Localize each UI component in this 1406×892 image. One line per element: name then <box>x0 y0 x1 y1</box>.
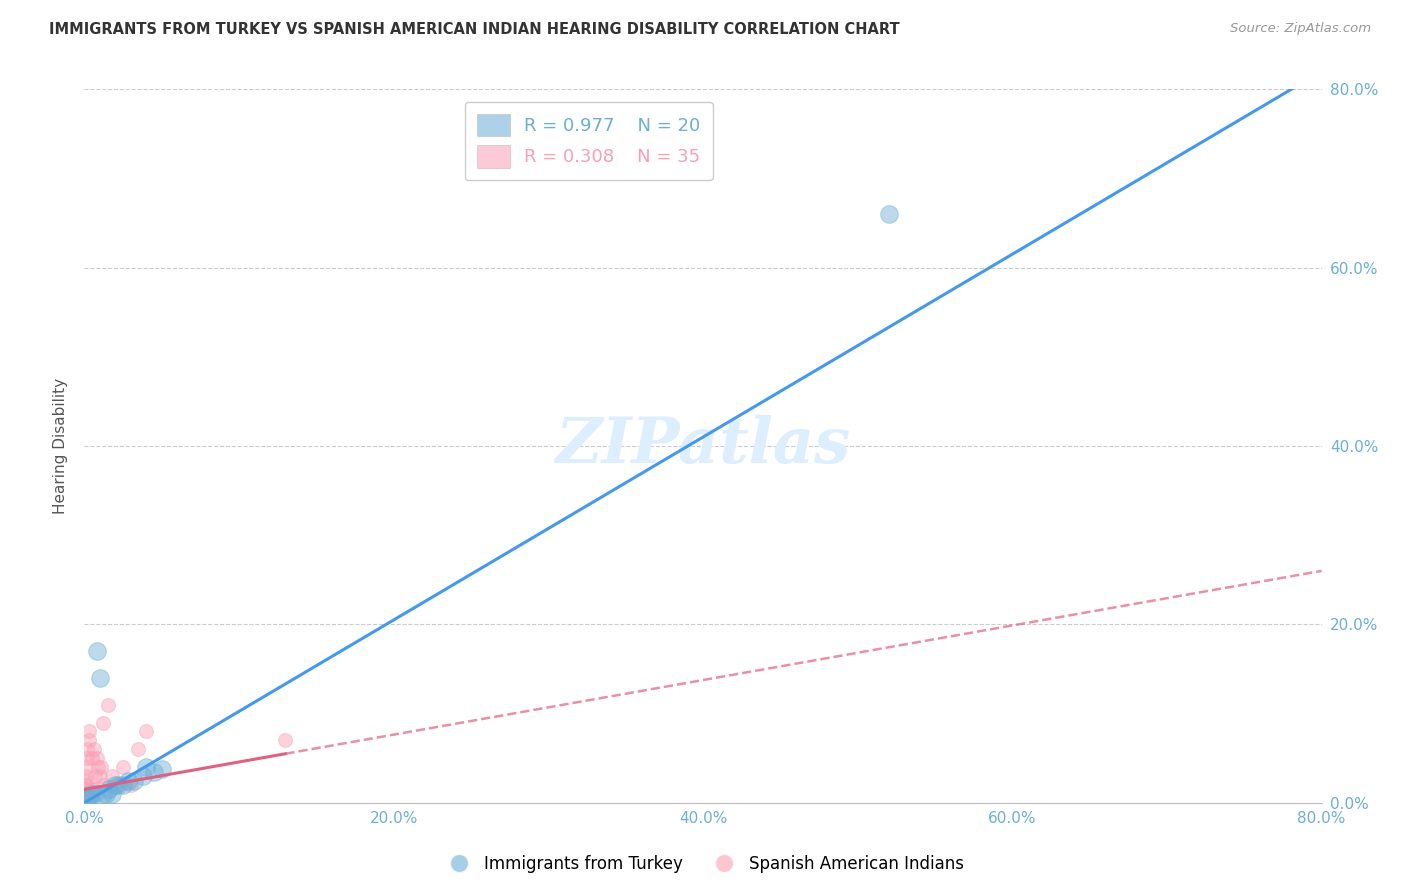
Point <box>77 733 100 747</box>
Point <box>90 760 112 774</box>
Point <box>274 733 297 747</box>
Point <box>107 778 129 792</box>
Point <box>117 773 139 788</box>
Point <box>132 769 155 783</box>
Point <box>75 773 97 788</box>
Point <box>89 671 111 685</box>
Point <box>89 769 111 783</box>
Point <box>75 787 97 801</box>
Point <box>76 751 98 765</box>
Point <box>91 715 114 730</box>
Point <box>82 787 104 801</box>
Point <box>104 778 127 792</box>
Point <box>79 782 101 797</box>
Point <box>84 787 107 801</box>
Point <box>93 778 115 792</box>
Point <box>82 787 104 801</box>
Point <box>83 782 105 797</box>
Point <box>120 778 142 792</box>
Point <box>75 778 97 792</box>
Point <box>83 742 105 756</box>
Point <box>135 724 157 739</box>
Text: Source: ZipAtlas.com: Source: ZipAtlas.com <box>1230 22 1371 36</box>
Y-axis label: Hearing Disability: Hearing Disability <box>53 378 69 514</box>
Point <box>112 778 135 792</box>
Point <box>75 769 97 783</box>
Point <box>87 760 110 774</box>
Point <box>75 787 97 801</box>
Point <box>91 787 114 801</box>
Point <box>76 742 98 756</box>
Point <box>86 751 108 765</box>
Text: IMMIGRANTS FROM TURKEY VS SPANISH AMERICAN INDIAN HEARING DISABILITY CORRELATION: IMMIGRANTS FROM TURKEY VS SPANISH AMERIC… <box>49 22 900 37</box>
Point <box>101 769 124 783</box>
Point <box>76 791 98 805</box>
Point <box>86 644 108 658</box>
Point <box>94 787 117 801</box>
Point <box>75 787 97 801</box>
Legend: R = 0.977    N = 20, R = 0.308    N = 35: R = 0.977 N = 20, R = 0.308 N = 35 <box>464 102 713 180</box>
Point <box>77 791 100 805</box>
Point <box>135 760 157 774</box>
Point <box>112 760 135 774</box>
Point <box>75 782 97 797</box>
Point <box>128 742 150 756</box>
Point <box>75 787 97 801</box>
Point <box>97 698 120 712</box>
Point <box>101 787 124 801</box>
Point <box>122 773 145 788</box>
Point <box>107 778 129 792</box>
Point <box>82 751 104 765</box>
Point <box>75 760 97 774</box>
Point <box>79 789 101 803</box>
Point <box>84 769 107 783</box>
Text: ZIPatlas: ZIPatlas <box>555 416 851 476</box>
Legend: Immigrants from Turkey, Spanish American Indians: Immigrants from Turkey, Spanish American… <box>436 848 970 880</box>
Point <box>143 764 166 779</box>
Point <box>77 724 100 739</box>
Point <box>98 782 121 797</box>
Point <box>150 762 173 776</box>
Point <box>877 207 900 221</box>
Point <box>75 787 97 801</box>
